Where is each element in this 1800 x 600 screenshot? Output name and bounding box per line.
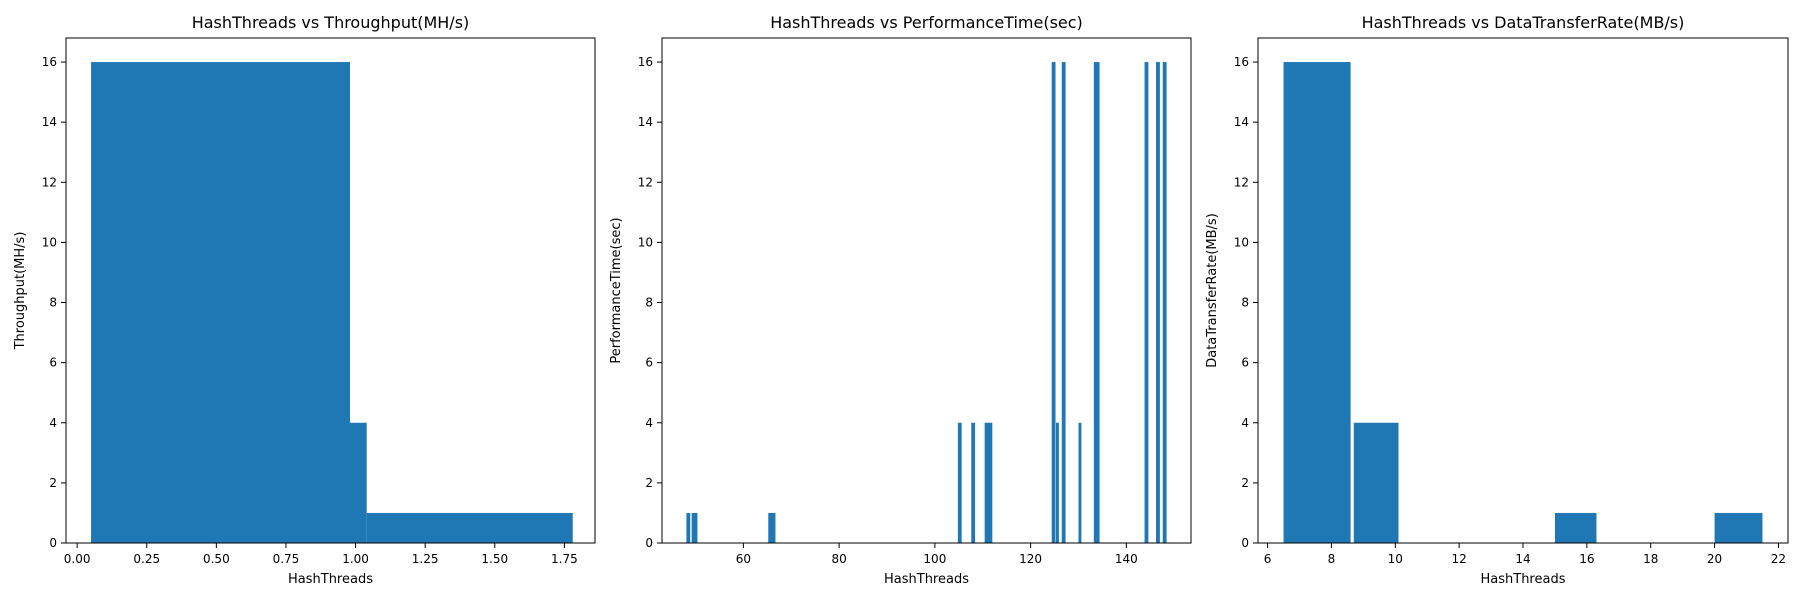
x-axis-label: HashThreads	[884, 572, 969, 587]
x-tick-label: 60	[736, 552, 751, 566]
bar-3-1	[1283, 62, 1351, 544]
x-tick-label: 0.00	[64, 552, 91, 566]
y-tick-label: 8	[1241, 296, 1249, 310]
y-tick-label: 2	[645, 476, 653, 490]
x-tick-label: 1.25	[412, 552, 439, 566]
y-tick-label: 10	[638, 235, 653, 249]
bar-2-14	[1162, 62, 1167, 544]
bar-2-1	[686, 512, 691, 543]
x-tick-label: 0.75	[273, 552, 300, 566]
x-tick-label: 0.25	[133, 552, 160, 566]
y-tick-label: 16	[638, 55, 653, 69]
y-tick-label: 14	[1234, 115, 1249, 129]
bar-2-2	[691, 512, 698, 543]
bar-2-11	[1093, 62, 1100, 544]
bar-1-2	[349, 422, 367, 543]
x-tick-label: 1.50	[481, 552, 508, 566]
chart-title: HashThreads vs PerformanceTime(sec)	[770, 13, 1083, 32]
y-tick-label: 8	[49, 296, 57, 310]
bar-2-7	[1051, 62, 1056, 544]
bar-1-3	[366, 512, 573, 543]
y-tick-label: 12	[42, 175, 57, 189]
chart-panel-3: 6 8 10 12 14 16 18 20 22 0 2 4 6 8 10 12 14 16 HashThreads…	[1205, 13, 1789, 587]
x-tick-label: 20	[1707, 552, 1722, 566]
y-tick-label: 6	[645, 356, 653, 370]
x-tick-label: 140	[1115, 552, 1138, 566]
y-tick-label: 2	[1241, 476, 1249, 490]
bar-2-12	[1144, 62, 1149, 544]
bar-2-6	[984, 422, 993, 543]
y-tick-label: 16	[1234, 55, 1249, 69]
y-tick-label: 0	[49, 536, 57, 550]
chart-title: HashThreads vs DataTransferRate(MB/s)	[1362, 13, 1685, 32]
x-tick-label: 18	[1643, 552, 1658, 566]
bar-2-10	[1078, 422, 1082, 543]
x-tick-label: 100	[923, 552, 946, 566]
x-tick-label: 6	[1264, 552, 1272, 566]
y-tick-label: 10	[1234, 235, 1249, 249]
x-tick-label: 1.75	[551, 552, 578, 566]
bar-2-13	[1156, 62, 1160, 544]
y-axis-label: Throughput(MH/s)	[13, 232, 28, 351]
x-axis-label: HashThreads	[288, 572, 373, 587]
y-tick-label: 14	[638, 115, 653, 129]
axes-frame	[661, 37, 1192, 544]
x-tick-label: 120	[1019, 552, 1042, 566]
y-tick-label: 10	[42, 235, 57, 249]
y-tick-label: 8	[645, 296, 653, 310]
x-tick-label: 14	[1515, 552, 1530, 566]
x-tick-label: 0.50	[203, 552, 230, 566]
x-tick-label: 16	[1579, 552, 1594, 566]
y-tick-label: 0	[645, 536, 653, 550]
y-tick-label: 12	[1234, 175, 1249, 189]
chart-title: HashThreads vs Throughput(MH/s)	[192, 13, 470, 32]
x-axis-label: HashThreads	[1481, 572, 1566, 587]
bar-3-4	[1714, 512, 1763, 543]
y-tick-label: 4	[49, 416, 57, 430]
bar-2-3	[768, 512, 776, 543]
x-tick-label: 80	[831, 552, 846, 566]
bar-2-8	[1056, 422, 1059, 543]
bar-1-1	[91, 62, 350, 544]
x-tick-label: 8	[1328, 552, 1336, 566]
x-tick-label: 22	[1771, 552, 1786, 566]
y-tick-label: 16	[42, 55, 57, 69]
y-axis-label: DataTransferRate(MB/s)	[1205, 213, 1220, 368]
y-tick-label: 12	[638, 175, 653, 189]
y-tick-label: 4	[1241, 416, 1249, 430]
y-tick-label: 14	[42, 115, 57, 129]
y-tick-label: 4	[645, 416, 653, 430]
bar-2-4	[957, 422, 962, 543]
chart-panel-2: 60 80 100 120 140 0 2 4 6 8 10 12 14 16 HashThreads vs…	[609, 13, 1192, 587]
chart-panel-1: 0.00 0.25 0.50 0.75 1.00 1.25 1.50 1.75 0 2 4 6 8 10 1…	[13, 13, 596, 587]
y-axis-label: PerformanceTime(sec)	[609, 217, 624, 363]
y-tick-label: 6	[49, 356, 57, 370]
x-tick-label: 12	[1452, 552, 1467, 566]
bar-3-3	[1554, 512, 1597, 543]
y-tick-label: 0	[1241, 536, 1249, 550]
bar-2-5	[971, 422, 976, 543]
bar-2-9	[1061, 62, 1066, 544]
y-tick-label: 6	[1241, 356, 1249, 370]
x-tick-label: 10	[1388, 552, 1403, 566]
x-tick-label: 1.00	[342, 552, 369, 566]
axes-frame	[65, 37, 596, 544]
y-tick-label: 2	[49, 476, 57, 490]
bar-3-2	[1353, 422, 1399, 543]
